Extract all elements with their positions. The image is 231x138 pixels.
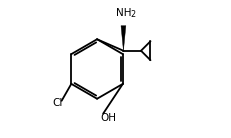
Polygon shape <box>121 26 125 51</box>
Text: 2: 2 <box>129 10 134 19</box>
Text: Cl: Cl <box>52 99 63 108</box>
Text: OH: OH <box>100 113 116 123</box>
Text: NH: NH <box>115 8 131 18</box>
